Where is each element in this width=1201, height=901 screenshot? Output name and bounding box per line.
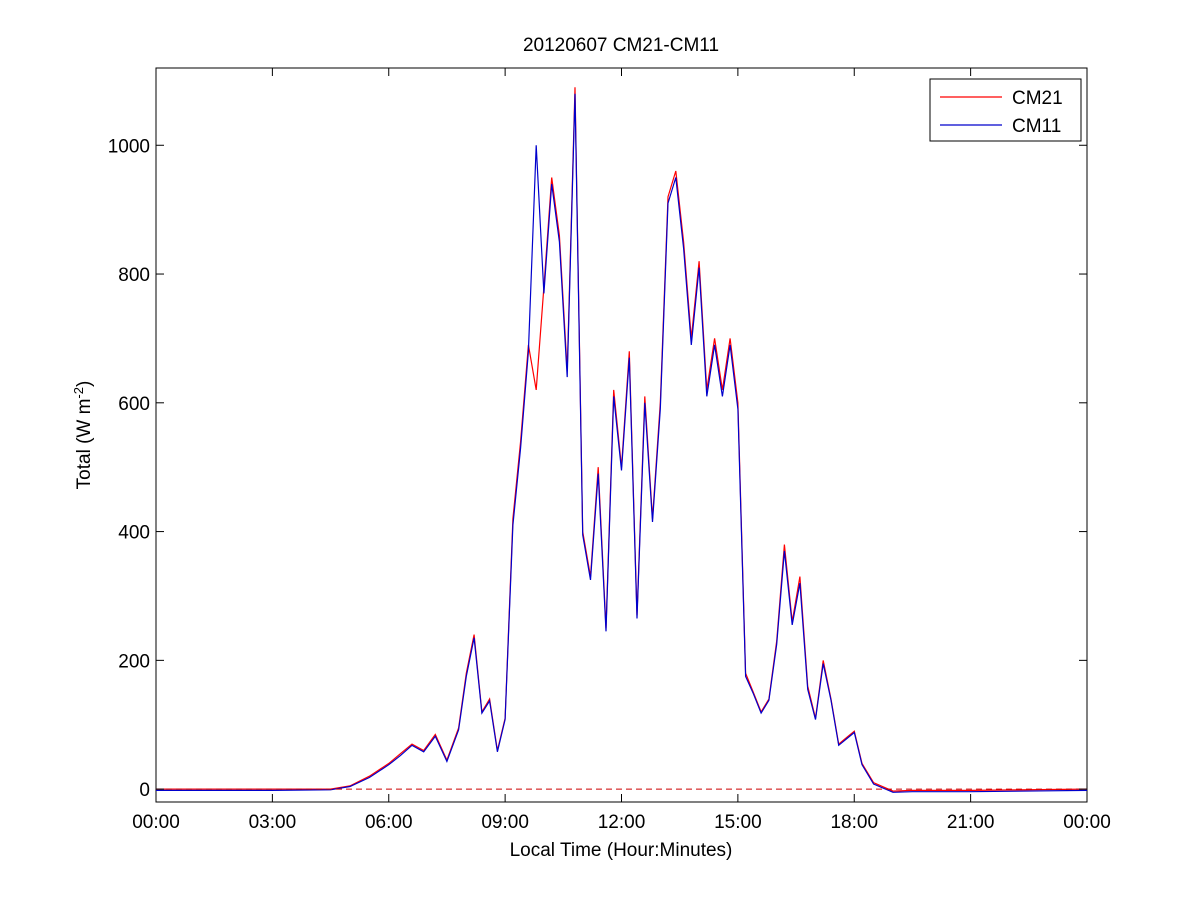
chart-title: 20120607 CM21-CM11 — [523, 35, 719, 56]
y-tick-label: 400 — [118, 523, 150, 544]
legend-label-cm21: CM21 — [1012, 88, 1063, 109]
y-tick-label: 200 — [118, 651, 150, 672]
x-tick-label: 15:00 — [714, 812, 762, 833]
y-axis-label-main: Total (W m — [74, 399, 95, 490]
y-tick-label: 600 — [118, 394, 150, 415]
y-axis-label-superscript: -2 — [71, 387, 86, 399]
x-tick-label: 00:00 — [1063, 812, 1111, 833]
x-tick-label: 12:00 — [598, 812, 646, 833]
x-tick-label: 21:00 — [947, 812, 995, 833]
x-tick-label: 03:00 — [249, 812, 297, 833]
legend-label-cm11: CM11 — [1012, 116, 1061, 137]
x-tick-label: 06:00 — [365, 812, 413, 833]
axes-box — [155, 67, 1088, 803]
x-tick-label: 00:00 — [132, 812, 180, 833]
x-axis-label: Local Time (Hour:Minutes) — [510, 840, 733, 861]
x-tick-label: 09:00 — [481, 812, 529, 833]
legend: CM21 CM11 — [929, 78, 1082, 142]
series-line-cm11 — [156, 93, 1088, 793]
y-tick-label: 0 — [139, 780, 150, 801]
y-axis-label: Total (W m-2) — [71, 381, 95, 490]
x-tick-label: 18:00 — [830, 812, 878, 833]
y-axis-label-tail: ) — [74, 381, 95, 387]
series-line-cm21 — [156, 87, 1088, 792]
y-tick-label: 800 — [118, 265, 150, 286]
plot-area: 00:00 03:00 06:00 09:00 12:00 15:00 18:00 21:00… — [108, 67, 1111, 833]
legend-box — [929, 78, 1082, 142]
y-tick-label: 1000 — [108, 136, 150, 157]
